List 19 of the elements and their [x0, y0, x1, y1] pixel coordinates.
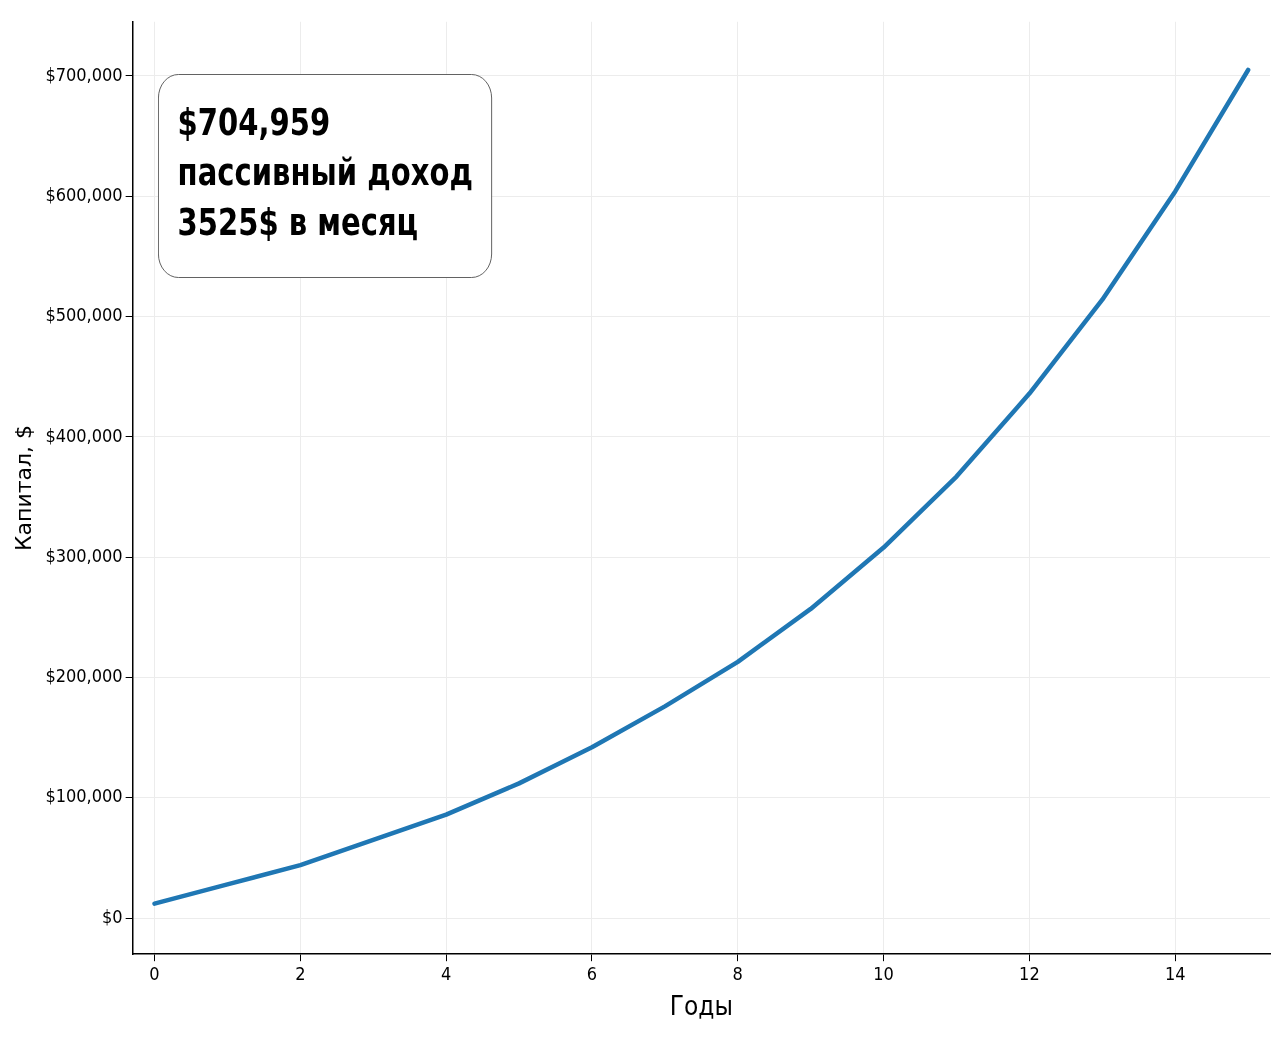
y-tick-label: $200,000 [45, 665, 123, 687]
y-tick-label: $300,000 [45, 544, 123, 566]
x-tick-label: 2 [295, 962, 306, 984]
x-tick-label: 4 [440, 962, 452, 984]
x-tick-label: 12 [1019, 962, 1040, 984]
x-tick-label: 8 [732, 962, 743, 984]
annotation: $704,959 пассивный доход 3525$ в месяц [158, 74, 493, 278]
x-tick-label: 6 [586, 962, 598, 984]
y-tick-label: $500,000 [45, 304, 123, 326]
x-tick-label: 0 [149, 962, 160, 984]
y-tick-label: $700,000 [45, 63, 123, 85]
x-tick-label: 14 [1164, 962, 1186, 984]
y-tick-label: $600,000 [45, 183, 123, 205]
y-tick-label: $0 [102, 905, 123, 927]
y-tick-label: $100,000 [45, 785, 123, 807]
y-tick-label: $400,000 [45, 424, 123, 446]
y-axis-title: Капитал, $ [10, 424, 36, 552]
x-tick-label: 10 [873, 962, 894, 984]
x-axis-title: Годы [669, 991, 733, 1022]
